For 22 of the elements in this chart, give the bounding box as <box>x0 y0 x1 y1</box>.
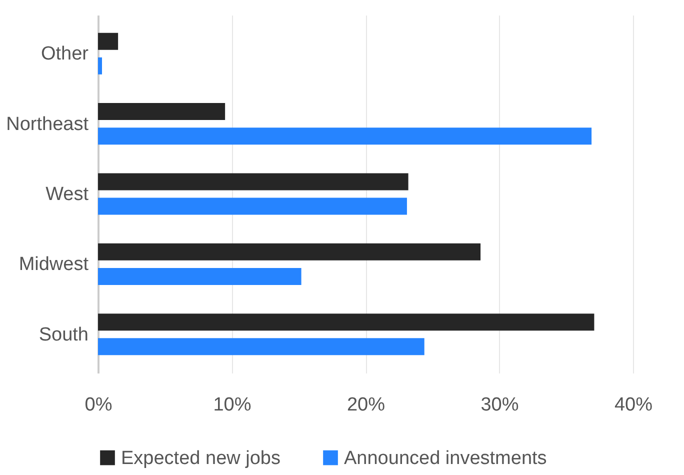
bar <box>98 268 302 285</box>
bar <box>98 243 481 260</box>
x-tick-label: 30% <box>480 394 519 416</box>
bar <box>98 198 407 215</box>
bar <box>98 173 408 190</box>
y-tick-label: Other <box>40 44 90 65</box>
y-tick-label: South <box>38 324 88 346</box>
legend-label: Announced investments <box>344 448 547 469</box>
y-tick-label: Northeast <box>6 114 90 135</box>
bar <box>98 128 592 145</box>
legend-label: Expected new jobs <box>121 448 280 469</box>
bar <box>98 314 594 331</box>
bar <box>98 57 102 74</box>
x-tick-label: 10% <box>213 394 252 416</box>
x-tick-label: 40% <box>614 394 653 416</box>
y-tick-label: Midwest <box>18 254 90 276</box>
bar <box>98 338 424 356</box>
y-tick-label: West <box>46 184 90 205</box>
bar <box>98 32 118 50</box>
x-tick-label: 0% <box>84 394 112 416</box>
x-tick-label: 20% <box>346 394 386 416</box>
bar <box>98 103 226 120</box>
